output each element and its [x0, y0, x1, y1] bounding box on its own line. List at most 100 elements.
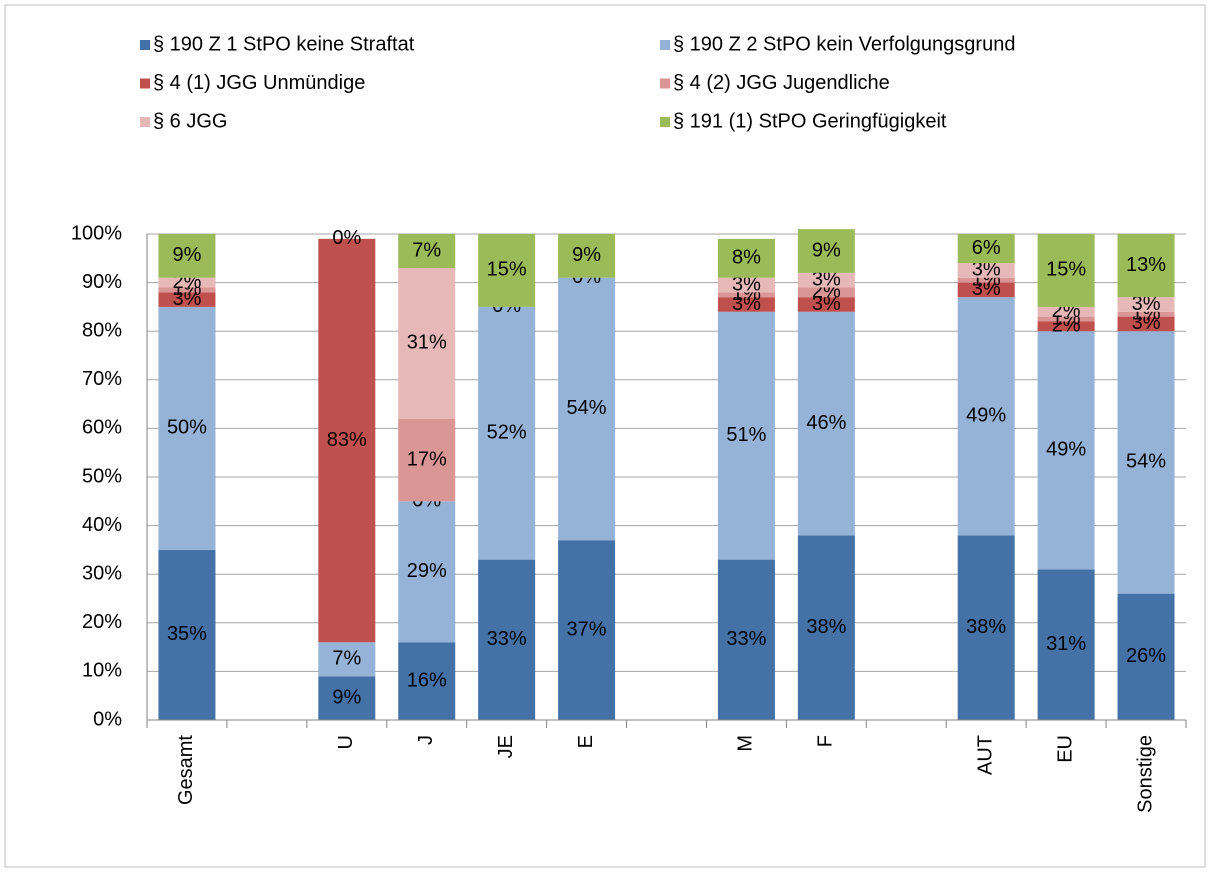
data-label: 17% [407, 448, 447, 470]
bar-segment [158, 549, 216, 720]
data-label: 52% [487, 422, 527, 444]
bar-segment [1117, 234, 1175, 298]
bar-segment [398, 234, 456, 269]
bar-segment [717, 311, 775, 560]
data-label: 49% [1046, 439, 1086, 461]
data-label: 3% [732, 293, 761, 315]
data-label: 54% [567, 397, 607, 419]
bar-segment [478, 306, 536, 560]
y-tick-label: 20% [82, 611, 122, 633]
bar-segment [1117, 297, 1175, 312]
data-label: 31% [1046, 633, 1086, 655]
data-label: 6% [972, 237, 1001, 259]
bar-segment [558, 277, 616, 541]
y-tick-label: 100% [71, 222, 122, 244]
legend-swatch [140, 78, 150, 89]
bar-segment [1037, 321, 1095, 332]
bar-segment [797, 311, 855, 536]
y-tick-label: 10% [82, 660, 122, 682]
data-label: 50% [167, 417, 207, 439]
legend-swatch [660, 117, 670, 127]
data-label: 13% [1126, 254, 1166, 276]
x-tick-label: E [575, 735, 597, 748]
y-tick-label: 30% [82, 562, 122, 584]
y-tick-label: 50% [82, 465, 122, 487]
x-tick-label: EU [1054, 735, 1076, 763]
bar-segment [1037, 331, 1095, 570]
legend-swatch [660, 40, 670, 50]
data-label: 3% [812, 293, 841, 315]
bar-segment [797, 535, 855, 720]
bar-segment [398, 268, 456, 419]
data-label: 3% [1132, 293, 1161, 315]
data-label: 49% [966, 405, 1006, 427]
y-tick-label: 80% [82, 319, 122, 341]
data-label: 9% [173, 244, 202, 266]
data-label: 3% [1132, 312, 1161, 334]
data-label: 54% [1126, 451, 1166, 473]
data-label: 15% [1046, 259, 1086, 281]
bar-segment [318, 642, 376, 677]
data-label: 16% [407, 669, 447, 691]
bar-segment [797, 297, 855, 312]
data-label: 31% [407, 332, 447, 354]
bar-segment [797, 287, 855, 298]
y-tick-label: 40% [82, 514, 122, 536]
bar-segment [558, 540, 616, 720]
legend-swatch [140, 117, 150, 127]
bar-segment [717, 277, 775, 293]
data-label: 46% [806, 412, 846, 434]
bar-segment [478, 234, 536, 307]
x-tick-label: J [415, 735, 437, 745]
bar-segment [478, 559, 536, 720]
bar-segment [1037, 569, 1095, 720]
bar-segment [398, 418, 456, 502]
x-tick-label: M [735, 735, 757, 752]
bar-segment [158, 287, 216, 293]
data-label: 7% [332, 648, 361, 670]
legend-label: § 4 (1) JGG Unmündige [153, 72, 365, 94]
legend-label: § 4 (2) JGG Jugendliche [673, 72, 890, 94]
data-label: 3% [812, 268, 841, 290]
bar-segment [158, 277, 216, 288]
data-label: 33% [487, 628, 527, 650]
legend-label: § 190 Z 2 StPO kein Verfolgungsgrund [673, 33, 1015, 55]
x-tick-label: Gesamt [175, 735, 197, 805]
data-label: 37% [567, 618, 607, 640]
bar-segment [1117, 311, 1175, 317]
x-tick-label: Sonstige [1134, 735, 1156, 813]
data-label: 38% [806, 616, 846, 638]
data-label: 3% [972, 259, 1001, 281]
bar-segment [558, 234, 616, 278]
y-tick-label: 60% [82, 417, 122, 439]
data-label: 0% [332, 227, 361, 249]
x-tick-label: JE [495, 735, 517, 758]
data-label: 9% [812, 239, 841, 261]
data-label: 15% [487, 259, 527, 281]
x-tick-label: AUT [974, 735, 996, 775]
bar-segment [797, 272, 855, 288]
legend-label: § 191 (1) StPO Geringfügigkeit [673, 110, 947, 132]
data-label: 29% [407, 560, 447, 582]
data-label: 9% [332, 686, 361, 708]
legend-label: § 6 JGG [153, 110, 227, 132]
legend-swatch [140, 40, 150, 50]
data-label: 33% [726, 628, 766, 650]
data-label: 3% [972, 278, 1001, 300]
bar-segment [717, 292, 775, 298]
legend-label: § 190 Z 1 StPO keine Straftat [153, 33, 415, 55]
bar-segment [717, 238, 775, 278]
bar-segment [1117, 331, 1175, 594]
legend-swatch [660, 78, 670, 89]
data-label: 9% [572, 244, 601, 266]
x-tick-label: U [335, 735, 357, 749]
bar-segment [1037, 234, 1095, 307]
data-label: 83% [327, 429, 367, 451]
bar-segment [1117, 316, 1175, 332]
bar-segment [1117, 593, 1175, 720]
bar-segment [957, 297, 1015, 536]
data-label: 3% [732, 273, 761, 295]
bar-segment [957, 263, 1015, 278]
bar-segment [1037, 316, 1095, 322]
bar-segment [158, 306, 216, 550]
